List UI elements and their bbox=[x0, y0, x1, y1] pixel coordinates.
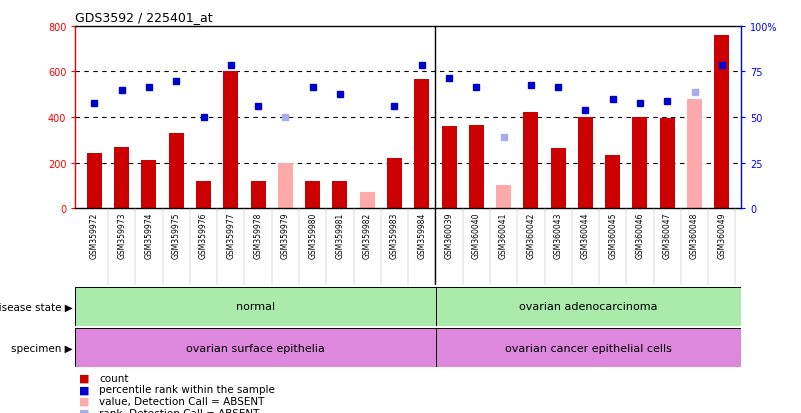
Text: ovarian cancer epithelial cells: ovarian cancer epithelial cells bbox=[505, 343, 672, 353]
Bar bbox=[714, 36, 730, 209]
Text: percentile rank within the sample: percentile rank within the sample bbox=[99, 385, 276, 394]
Text: GSM359981: GSM359981 bbox=[336, 212, 344, 259]
Text: GSM360047: GSM360047 bbox=[662, 212, 672, 259]
Bar bbox=[436, 328, 741, 368]
Text: disease state ▶: disease state ▶ bbox=[0, 301, 73, 312]
Bar bbox=[142, 161, 156, 209]
Bar bbox=[606, 155, 620, 209]
Text: specimen ▶: specimen ▶ bbox=[11, 343, 73, 353]
Text: GSM359973: GSM359973 bbox=[117, 212, 127, 259]
Text: count: count bbox=[99, 373, 129, 383]
Text: GSM359978: GSM359978 bbox=[254, 212, 263, 259]
Text: GSM360048: GSM360048 bbox=[690, 212, 699, 259]
Bar bbox=[169, 134, 183, 209]
Bar bbox=[633, 118, 647, 209]
Text: GSM360049: GSM360049 bbox=[718, 212, 727, 259]
Bar bbox=[305, 181, 320, 209]
Text: ovarian surface epithelia: ovarian surface epithelia bbox=[186, 343, 325, 353]
Bar bbox=[75, 328, 436, 368]
Text: rank, Detection Call = ABSENT: rank, Detection Call = ABSENT bbox=[99, 408, 260, 413]
Text: GSM360042: GSM360042 bbox=[526, 212, 535, 259]
Text: ■: ■ bbox=[79, 373, 90, 383]
Text: GSM359980: GSM359980 bbox=[308, 212, 317, 259]
Text: GSM360046: GSM360046 bbox=[635, 212, 645, 259]
Text: GSM359982: GSM359982 bbox=[363, 212, 372, 259]
Bar bbox=[523, 113, 538, 209]
Bar bbox=[251, 181, 266, 209]
Text: GSM359975: GSM359975 bbox=[171, 212, 181, 259]
Text: GSM360039: GSM360039 bbox=[445, 212, 453, 259]
Bar bbox=[87, 154, 102, 209]
Text: GSM359972: GSM359972 bbox=[90, 212, 99, 259]
Bar bbox=[436, 287, 741, 326]
Bar bbox=[578, 118, 593, 209]
Bar bbox=[115, 147, 129, 209]
Bar bbox=[278, 163, 293, 209]
Text: GDS3592 / 225401_at: GDS3592 / 225401_at bbox=[75, 11, 213, 24]
Bar bbox=[332, 181, 348, 209]
Bar bbox=[196, 181, 211, 209]
Text: normal: normal bbox=[236, 301, 275, 312]
Text: GSM359984: GSM359984 bbox=[417, 212, 426, 259]
Text: value, Detection Call = ABSENT: value, Detection Call = ABSENT bbox=[99, 396, 264, 406]
Bar bbox=[550, 148, 566, 209]
Bar bbox=[496, 186, 511, 209]
Bar bbox=[660, 119, 674, 209]
Bar bbox=[223, 72, 238, 209]
Text: GSM359977: GSM359977 bbox=[227, 212, 235, 259]
Text: GSM359979: GSM359979 bbox=[281, 212, 290, 259]
Text: GSM360040: GSM360040 bbox=[472, 212, 481, 259]
Bar bbox=[387, 159, 402, 209]
Bar bbox=[469, 126, 484, 209]
Text: GSM359983: GSM359983 bbox=[390, 212, 399, 259]
Bar bbox=[414, 80, 429, 209]
Bar bbox=[360, 192, 375, 209]
Text: GSM360043: GSM360043 bbox=[553, 212, 562, 259]
Bar bbox=[687, 100, 702, 209]
Bar bbox=[75, 287, 436, 326]
Text: GSM359974: GSM359974 bbox=[144, 212, 154, 259]
Text: GSM360045: GSM360045 bbox=[608, 212, 618, 259]
Text: ■: ■ bbox=[79, 396, 90, 406]
Text: ■: ■ bbox=[79, 408, 90, 413]
Text: ■: ■ bbox=[79, 385, 90, 394]
Text: ovarian adenocarcinoma: ovarian adenocarcinoma bbox=[519, 301, 658, 312]
Bar bbox=[441, 127, 457, 209]
Text: GSM359976: GSM359976 bbox=[199, 212, 208, 259]
Text: GSM360044: GSM360044 bbox=[581, 212, 590, 259]
Text: GSM360041: GSM360041 bbox=[499, 212, 508, 259]
